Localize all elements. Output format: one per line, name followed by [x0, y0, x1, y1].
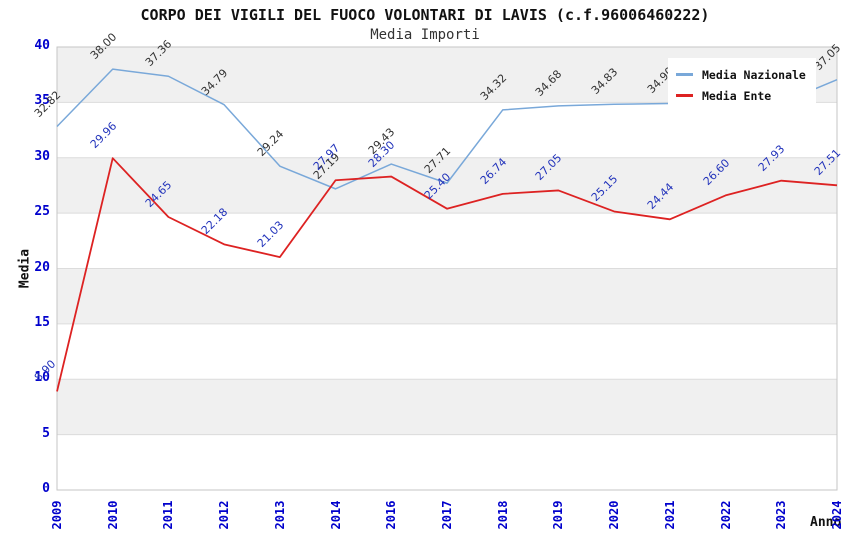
legend-line-swatch-ente [676, 94, 693, 97]
legend-line-swatch-nazionale [676, 73, 693, 76]
plot-band [57, 268, 837, 324]
series-line-media-ente [56, 157, 838, 392]
legend-label-ente: Media Ente [702, 88, 772, 103]
legend-label-nazionale: Media Nazionale [702, 67, 806, 82]
x-axis-title: Anno [810, 515, 842, 530]
legend: Media Nazionale Media Ente [668, 58, 816, 112]
plot-band [57, 379, 837, 435]
chart-title: CORPO DEI VIGILI DEL FUOCO VOLONTARI DI … [140, 6, 710, 24]
plot-band [57, 157, 837, 214]
legend-item-media-nazionale: Media Nazionale [676, 64, 806, 85]
legend-item-media-ente: Media Ente [676, 85, 806, 106]
plot-border [56, 46, 838, 491]
chart-subtitle: Media Importi [370, 27, 480, 43]
